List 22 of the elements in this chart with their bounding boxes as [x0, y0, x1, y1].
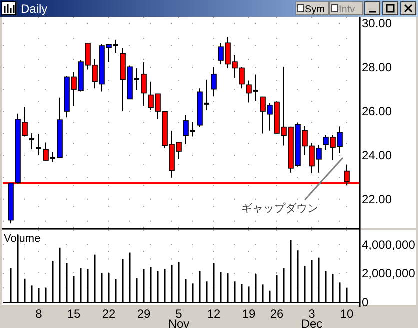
- x-tick-label: 26: [270, 307, 284, 321]
- y-tick-label: 28.00: [362, 60, 392, 75]
- y-tick-label: 2,000,000: [362, 266, 416, 281]
- x-tick-label: 5 Nov: [168, 307, 190, 328]
- y-tick-label: 4,000,000: [362, 238, 416, 252]
- y-tick-label: 0: [362, 296, 369, 310]
- button: Sym: [296, 2, 330, 16]
- x-tick-label: 8: [36, 307, 43, 321]
- x-tick-label: 29: [137, 307, 151, 321]
- x-tick-label: 12: [207, 307, 221, 321]
- y-tick-label: 26.00: [362, 104, 392, 119]
- chart-title: Daily: [21, 2, 48, 16]
- y-tick-label: 24.00: [362, 148, 392, 162]
- button: Intv: [330, 2, 364, 16]
- x-tick-label: 19: [242, 307, 256, 321]
- x-tick-label: 10: [340, 307, 354, 321]
- x-tick-label: 3 Dec: [301, 307, 323, 328]
- y-tick-label: 22.00: [362, 192, 392, 206]
- y-tick-label: 30.00: [362, 16, 392, 31]
- annotation: ギャップダウン: [242, 202, 318, 215]
- x-tick-label: 15: [67, 307, 81, 321]
- x-tick-label: 22: [102, 307, 116, 321]
